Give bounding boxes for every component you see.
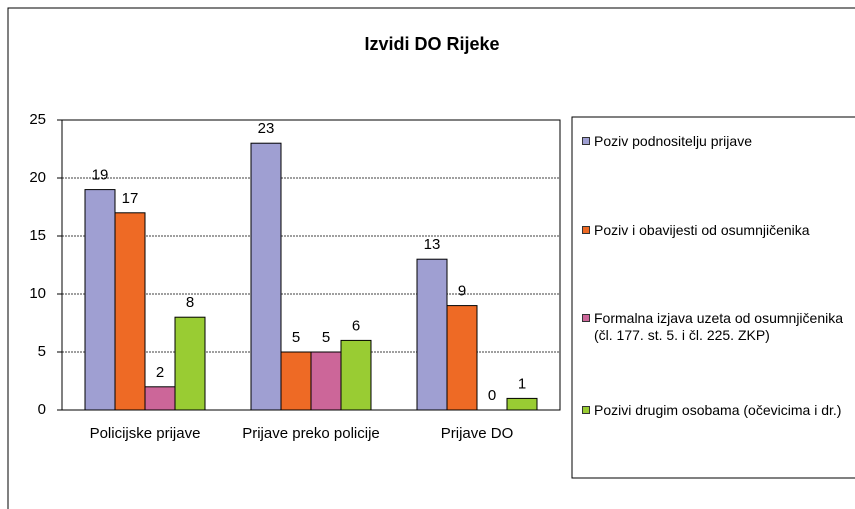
data-label: 6 bbox=[352, 317, 360, 334]
data-label: 9 bbox=[458, 283, 466, 300]
legend-label: Poziv podnositelju prijave bbox=[594, 133, 752, 149]
data-label: 2 bbox=[156, 364, 164, 381]
legend-entry: Pozivi drugim osobama (očevicima i dr.) bbox=[582, 402, 855, 419]
bar bbox=[280, 351, 312, 411]
bar bbox=[144, 386, 176, 411]
y-tick-label: 0 bbox=[38, 401, 46, 418]
bar bbox=[84, 189, 116, 411]
bar bbox=[340, 339, 372, 411]
x-tick-label: Policijske prijave bbox=[89, 425, 201, 442]
legend-entry: Formalna izjava uzeta od osumnjičenika (… bbox=[582, 310, 855, 344]
legend-label: Pozivi drugim osobama (očevicima i dr.) bbox=[594, 402, 842, 418]
x-tick-label: Prijave DO bbox=[440, 425, 514, 442]
data-label: 13 bbox=[424, 236, 441, 253]
data-label: 19 bbox=[92, 167, 109, 184]
legend-entry: Poziv i obavijesti od osumnjičenika bbox=[582, 222, 855, 239]
y-tick-label: 20 bbox=[29, 169, 46, 186]
chart-title: Izvidi DO Rijeke bbox=[364, 34, 499, 54]
legend-swatch bbox=[582, 314, 590, 322]
data-label: 23 bbox=[258, 120, 275, 137]
y-tick-label: 10 bbox=[29, 285, 46, 302]
legend-label: Formalna izjava uzeta od osumnjičenika (… bbox=[594, 310, 844, 343]
legend-box bbox=[571, 116, 855, 479]
legend-swatch bbox=[582, 406, 590, 414]
y-tick-label: 15 bbox=[29, 227, 46, 244]
bar bbox=[416, 258, 448, 411]
data-label: 8 bbox=[186, 294, 194, 311]
legend-swatch bbox=[582, 137, 590, 145]
bar bbox=[250, 142, 282, 411]
data-label: 17 bbox=[122, 190, 139, 207]
legend-swatch bbox=[582, 226, 590, 234]
legend-label: Poziv i obavijesti od osumnjičenika bbox=[594, 222, 810, 238]
bar bbox=[310, 351, 342, 411]
y-tick-label: 25 bbox=[29, 111, 46, 128]
bar bbox=[506, 397, 538, 411]
data-label: 5 bbox=[322, 329, 330, 346]
bar bbox=[174, 316, 206, 411]
x-tick-label: Prijave preko policije bbox=[242, 425, 380, 442]
legend-entry: Poziv podnositelju prijave bbox=[582, 133, 855, 150]
data-label: 0 bbox=[488, 387, 496, 404]
y-tick-label: 5 bbox=[38, 343, 46, 360]
data-label: 5 bbox=[292, 329, 300, 346]
frame bbox=[7, 7, 855, 509]
bar bbox=[446, 305, 478, 411]
data-label: 1 bbox=[518, 375, 526, 392]
bar bbox=[114, 212, 146, 411]
